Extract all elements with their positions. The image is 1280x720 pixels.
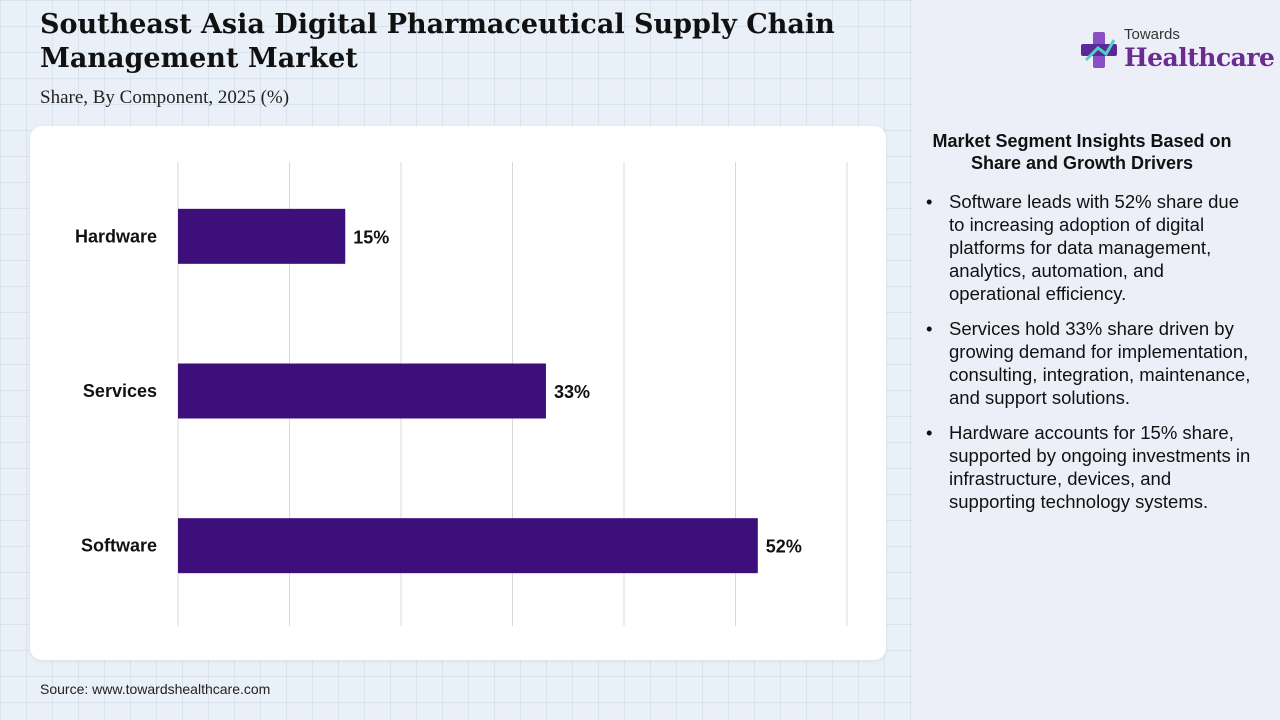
- value-label: 33%: [554, 382, 590, 402]
- insight-item: Services hold 33% share driven by growin…: [922, 317, 1252, 409]
- cross-icon: [1081, 32, 1117, 68]
- chart-card: Hardware 15% Services 33% Software 52%: [30, 126, 886, 660]
- logo-top-text: Towards: [1124, 26, 1180, 43]
- bar-chart: Hardware 15% Services 33% Software 52%: [75, 162, 848, 626]
- brand-logo: Towards Healthcare: [1080, 26, 1275, 76]
- value-label: 15%: [353, 227, 389, 247]
- page-subtitle: Share, By Component, 2025 (%): [40, 87, 290, 108]
- source-note: Source: www.towardshealthcare.com: [40, 681, 271, 697]
- insights-list: Software leads with 52% share due to inc…: [922, 190, 1252, 525]
- category-label: Services: [83, 381, 157, 401]
- logo-main-text: Healthcare: [1124, 43, 1275, 72]
- bar-hardware: [178, 208, 346, 264]
- bar-services: [178, 363, 546, 419]
- value-label: 52%: [766, 537, 802, 557]
- category-label: Software: [81, 536, 157, 556]
- insight-item: Software leads with 52% share due to inc…: [922, 190, 1252, 305]
- insights-title: Market Segment Insights Based on Share a…: [932, 131, 1232, 173]
- bar-software: [178, 518, 758, 574]
- category-label: Hardware: [75, 226, 157, 246]
- insight-item: Hardware accounts for 15% share, support…: [922, 421, 1252, 513]
- page-title: Southeast Asia Digital Pharmaceutical Su…: [40, 9, 835, 74]
